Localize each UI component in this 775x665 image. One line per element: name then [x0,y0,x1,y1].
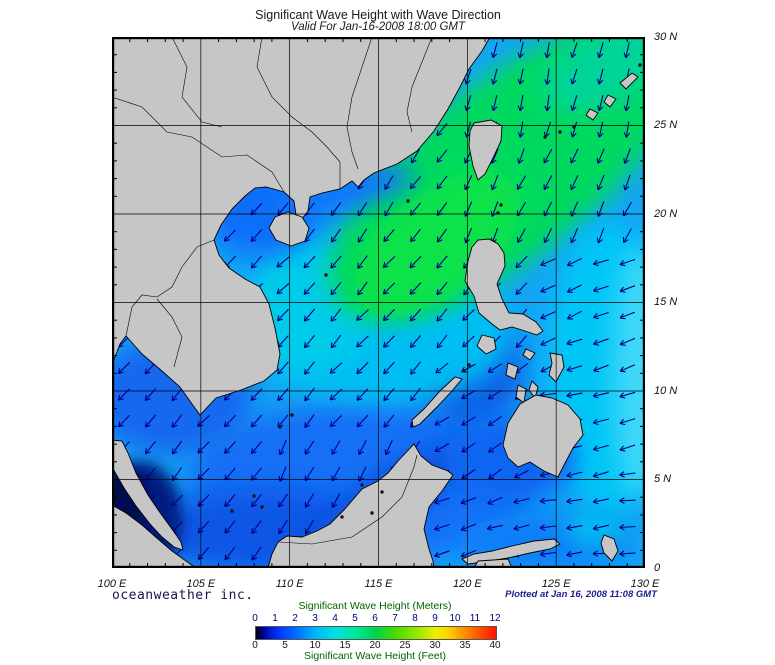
land-polygon [505,362,519,380]
lon-label: 125 E [541,578,571,590]
land-polygon [502,394,584,478]
land-polygon [522,348,536,361]
lat-label: 20 N [654,207,678,220]
lat-label: 10 N [654,384,678,397]
land-polygon [603,94,617,108]
lat-label: 25 N [654,119,678,131]
feet-tick-label: 30 [429,640,441,651]
feet-tick-label: 0 [252,640,258,651]
valid-time-subtitle: Valid For Jan-16-2008 18:00 GMT [290,21,466,33]
plotted-timestamp: Plotted at Jan 16, 2008 11:08 GMT [505,589,657,600]
lon-label: 110 E [275,578,304,590]
lon-label: 120 E [452,578,482,590]
land-polygon [411,376,463,428]
feet-tick-label: 25 [399,640,411,651]
land-polygon [468,119,503,181]
feet-tick-label: 5 [282,640,288,651]
land-polygon [267,443,454,568]
feet-tick-label: 35 [459,640,471,651]
meters-tick-label: 3 [312,613,318,624]
page-title: Significant Wave Height with Wave Direct… [255,8,501,22]
lon-label: 100 E [97,578,127,590]
land-polygon [464,238,544,336]
meters-tick-label: 9 [432,613,438,624]
meters-tick-label: 0 [252,613,258,624]
meters-tick-label: 5 [352,613,358,624]
lon-label: 105 E [186,578,216,590]
map-frame [111,36,646,569]
land-polygon [112,504,197,568]
legend-meters-title: Significant Wave Height (Meters) [298,600,452,612]
meters-tick-label: 2 [292,613,298,624]
land-polygon [112,439,184,551]
meters-tick-label: 11 [469,613,481,624]
oceanweather-logo-text: oceanweather inc. [112,588,254,603]
meters-tick-label: 6 [372,613,378,624]
lat-label: 30 N [654,30,678,43]
meters-tick-label: 10 [449,613,461,624]
lat-label: 0 [654,561,661,574]
color-scale-bar [255,626,497,640]
lat-label: 15 N [654,296,678,308]
lon-label: 130 E [630,578,660,590]
legend-feet-title: Significant Wave Height (Feet) [303,650,447,662]
meters-tick-label: 4 [332,613,338,624]
feet-tick-label: 10 [309,640,321,651]
feet-tick-label: 15 [339,640,351,651]
land-polygon [268,211,310,247]
meters-tick-label: 7 [392,613,398,624]
meters-tick-label: 1 [272,613,278,624]
map-canvas [111,36,646,569]
lat-label: 5 N [654,473,672,485]
land-polygon [476,334,497,355]
map-svg [111,36,646,569]
feet-tick-label: 20 [369,640,381,651]
land-polygon [585,108,599,121]
meters-tick-label: 8 [412,613,418,624]
lon-label: 115 E [364,578,393,590]
land-polygon [112,37,491,416]
land-polygon [619,72,639,90]
meters-tick-label: 12 [489,613,501,624]
feet-tick-label: 40 [489,640,501,651]
land-polygon [600,534,619,562]
